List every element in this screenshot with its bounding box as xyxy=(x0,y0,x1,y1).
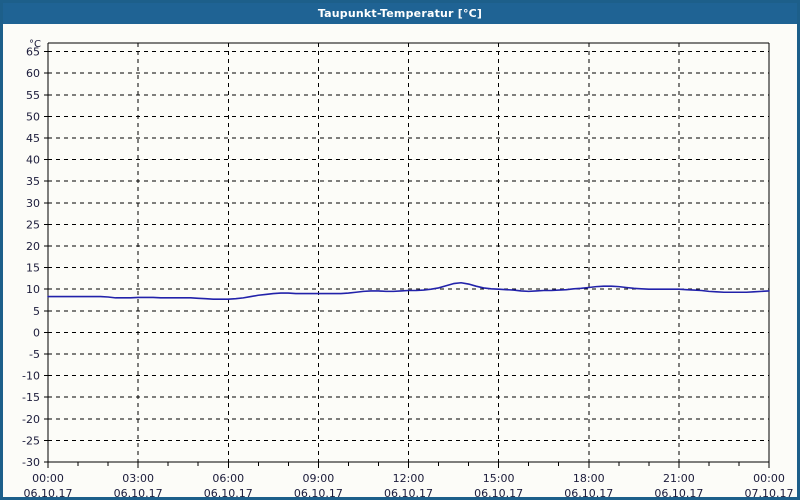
x-axis-date-label: 07.10.17 xyxy=(745,487,794,497)
y-axis-tick-label: 20 xyxy=(26,240,40,253)
y-axis-tick-label: 45 xyxy=(26,132,40,145)
y-axis-tick-label: 50 xyxy=(26,110,40,123)
x-axis-date-label: 06.10.17 xyxy=(294,487,343,497)
y-axis-tick-label: -30 xyxy=(22,456,40,469)
series-lines xyxy=(47,281,770,300)
x-axis-date-label: 06.10.17 xyxy=(114,487,163,497)
window-title-bar: Taupunkt-Temperatur [°C] xyxy=(3,3,797,24)
y-axis-tick-label: -5 xyxy=(29,348,40,361)
x-axis-date-label: 06.10.17 xyxy=(204,487,253,497)
y-axis-tick-label: 10 xyxy=(26,283,40,296)
y-axis-unit-label: °C xyxy=(29,39,41,50)
x-axis-time-label: 03:00 xyxy=(122,472,154,485)
plot-frame xyxy=(47,42,770,463)
x-axis-time-label: 21:00 xyxy=(663,472,695,485)
x-axis-time-label: 15:00 xyxy=(483,472,515,485)
y-axis-labels: °C65605550454035302520151050-5-10-15-20-… xyxy=(22,39,41,469)
y-axis-tick-label: 65 xyxy=(26,46,40,59)
chart-canvas: °C 65 60 55 50 45 40 35 30 25 20 15 10 5 0 -5 -10 -15 -20-… xyxy=(3,24,797,497)
y-axis-tick-label: 30 xyxy=(26,197,40,210)
y-axis-tick-label: 5 xyxy=(33,305,40,318)
y-axis-tick-label: -15 xyxy=(22,391,40,404)
y-axis-tick-label: -10 xyxy=(22,370,40,383)
x-axis-time-label: 18:00 xyxy=(573,472,605,485)
y-axis-tick-label: 40 xyxy=(26,154,40,167)
x-axis-date-label: 06.10.17 xyxy=(654,487,703,497)
page-title: Taupunkt-Temperatur [°C] xyxy=(317,7,483,20)
temperature-line-chart: °C65605550454035302520151050-5-10-15-20-… xyxy=(3,24,797,497)
x-axis-time-label: 12:00 xyxy=(393,472,425,485)
x-axis-date-label: 06.10.17 xyxy=(474,487,523,497)
series-line xyxy=(47,281,770,300)
y-axis-tick-label: 35 xyxy=(26,175,40,188)
x-axis-date-label: 06.10.17 xyxy=(564,487,613,497)
y-axis-tick-label: 0 xyxy=(33,326,40,339)
y-axis-tick-label: -25 xyxy=(22,434,40,447)
x-axis-labels: 00:00 06.10.17 03:00 06.10.17 06:00 06.10.17 0… xyxy=(24,472,794,497)
x-axis-date-label: 06.10.17 xyxy=(24,487,73,497)
x-axis-time-label: 00:00 xyxy=(32,472,64,485)
y-axis-tick-label: 55 xyxy=(26,89,40,102)
chart-background xyxy=(3,24,797,497)
y-axis-tick-label: 15 xyxy=(26,262,40,275)
x-axis-time-label: 09:00 xyxy=(303,472,335,485)
x-axis-time-label: 06:00 xyxy=(212,472,244,485)
y-axis-tick-label: -20 xyxy=(22,413,40,426)
y-axis-tick-label: 25 xyxy=(26,218,40,231)
x-axis-time-label: 00:00 xyxy=(753,472,785,485)
x-axis-date-label: 06.10.17 xyxy=(384,487,433,497)
y-axis-tick-label: 60 xyxy=(26,67,40,80)
